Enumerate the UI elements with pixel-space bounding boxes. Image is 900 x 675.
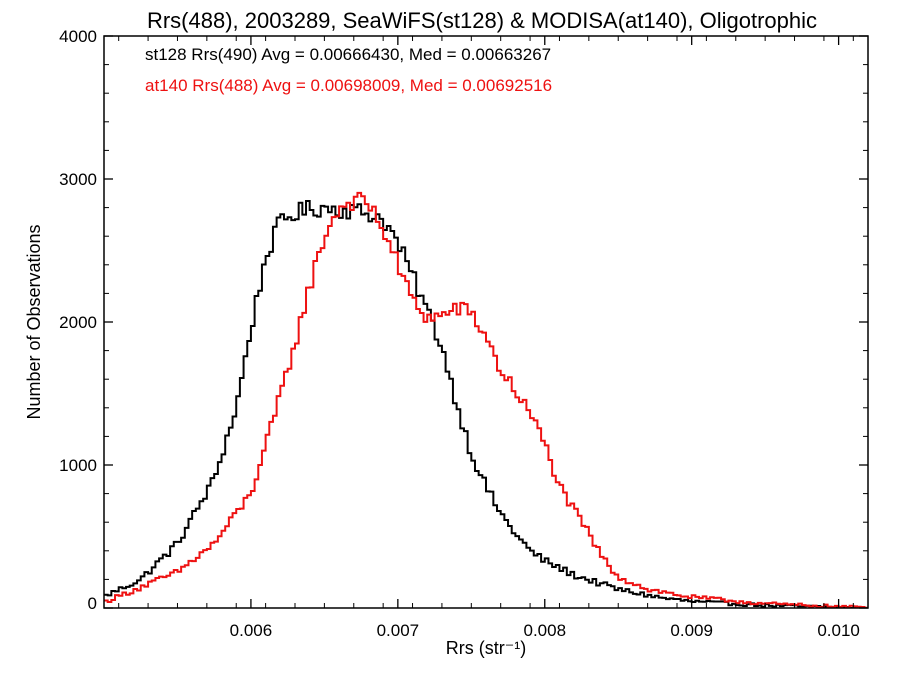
- x-tick-label: 0.009: [670, 621, 713, 640]
- x-tick-label: 0.010: [817, 621, 860, 640]
- axis-tick-labels: 0.006 0.007 0.008 0.009 0.010 0 1000 2000 3000 40…: [59, 27, 860, 640]
- series-layer: [104, 191, 868, 608]
- chart-title: Rrs(488), 2003289, SeaWiFS(st128) & MODI…: [147, 8, 817, 33]
- axis-ticks: [104, 35, 868, 609]
- x-tick-label: 0.008: [523, 621, 566, 640]
- plot-frame: [103, 35, 869, 609]
- y-tick-label: 0: [88, 594, 97, 613]
- x-tick-label: 0.006: [230, 621, 273, 640]
- y-tick-label: 4000: [59, 27, 97, 46]
- y-axis-title: Number of Observations: [24, 224, 44, 419]
- series-line-0: [104, 199, 868, 608]
- series-line-1: [104, 191, 868, 608]
- y-tick-label: 3000: [59, 170, 97, 189]
- x-axis-title: Rrs (str⁻¹): [446, 638, 526, 658]
- legend-entry-st128: st128 Rrs(490) Avg = 0.00666430, Med = 0…: [145, 45, 551, 64]
- y-tick-label: 2000: [59, 313, 97, 332]
- y-tick-label: 1000: [59, 456, 97, 475]
- legend-entry-at140: at140 Rrs(488) Avg = 0.00698009, Med = 0…: [145, 76, 552, 95]
- x-tick-label: 0.007: [377, 621, 420, 640]
